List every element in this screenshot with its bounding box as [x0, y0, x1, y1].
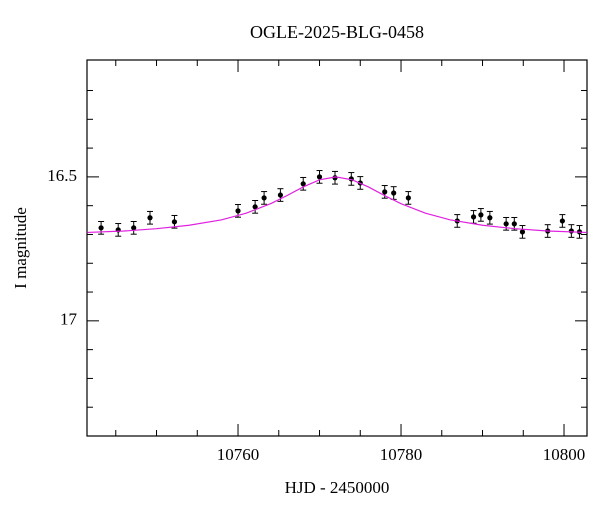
x-tick-label: 10800	[543, 445, 586, 464]
x-tick-label: 10780	[380, 445, 423, 464]
data-point	[519, 229, 526, 235]
x-tick-label: 10760	[217, 445, 260, 464]
data-point	[300, 181, 306, 187]
data-point	[568, 228, 574, 234]
data-point	[98, 225, 104, 231]
y-tick-label: 17	[60, 310, 78, 329]
data-point	[171, 219, 178, 225]
data-point	[316, 174, 323, 180]
model-curve	[87, 176, 587, 234]
data-point	[261, 195, 267, 201]
data-point	[487, 215, 493, 221]
data-point	[559, 218, 565, 224]
y-axis-label: I magnitude	[11, 207, 30, 289]
data-point	[478, 212, 484, 218]
x-axis-label: HJD - 2450000	[285, 478, 390, 497]
data-point	[511, 221, 517, 227]
data-point	[382, 189, 388, 195]
data-point	[147, 215, 153, 221]
chart-title: OGLE-2025-BLG-0458	[250, 22, 424, 42]
data-point	[503, 221, 509, 227]
data-point	[252, 204, 258, 210]
y-tick-label: 16.5	[47, 166, 77, 185]
data-point	[235, 208, 241, 214]
plot-frame	[86, 59, 588, 437]
data-point	[470, 214, 477, 220]
data-point	[405, 195, 411, 201]
data-point	[391, 190, 397, 196]
data-point	[277, 192, 283, 198]
data-point	[131, 225, 137, 231]
